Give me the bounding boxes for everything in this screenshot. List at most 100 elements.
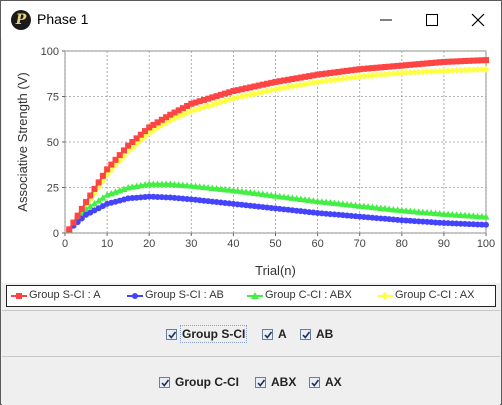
point-marker xyxy=(470,57,477,64)
point-marker xyxy=(267,191,275,199)
point-marker xyxy=(272,192,279,199)
point-marker xyxy=(192,99,199,106)
point-marker xyxy=(116,152,123,159)
point-marker xyxy=(310,72,317,79)
point-marker xyxy=(192,182,200,190)
point-marker xyxy=(398,62,405,69)
chart-legend: Group S-CI : A Group S-CI : AB Group C-C… xyxy=(6,285,496,307)
point-marker xyxy=(461,66,469,74)
legend-label: Group S-CI : AB xyxy=(145,289,224,301)
point-marker xyxy=(377,204,385,211)
group-c-ci-panel: Group C-CI ABX AX xyxy=(2,356,500,405)
triangle-marker-icon xyxy=(247,292,263,299)
point-marker xyxy=(251,83,258,90)
point-marker xyxy=(407,61,414,68)
point-marker xyxy=(394,62,401,69)
point-marker xyxy=(242,92,250,100)
point-marker xyxy=(368,203,376,211)
point-marker xyxy=(83,199,90,206)
point-marker xyxy=(457,58,464,65)
point-marker xyxy=(78,205,85,212)
x-tick-label: 60 xyxy=(311,238,323,250)
point-marker xyxy=(356,72,364,80)
point-marker xyxy=(221,97,229,105)
checkbox-checked-icon[interactable] xyxy=(159,377,170,388)
checkbox-label: ABX xyxy=(271,375,297,389)
minimize-button[interactable] xyxy=(363,1,409,39)
point-marker xyxy=(314,197,322,205)
point-marker xyxy=(478,57,485,64)
checkbox-checked-icon[interactable] xyxy=(309,377,320,388)
point-marker xyxy=(238,187,246,195)
point-marker xyxy=(112,156,119,163)
point-marker xyxy=(175,107,182,114)
checkbox-label: Group C-CI xyxy=(175,375,239,389)
point-marker xyxy=(305,79,313,87)
point-marker xyxy=(255,190,263,197)
point-marker xyxy=(208,184,216,191)
window-title: Phase 1 xyxy=(37,11,89,27)
x-tick-label: 30 xyxy=(185,238,197,250)
x-tick-label: 70 xyxy=(354,238,366,250)
point-marker xyxy=(423,68,431,76)
point-marker xyxy=(390,63,397,70)
point-marker xyxy=(104,166,111,173)
associative-strength-chart: 0 10 20 30 40 50 60 70 80 90 100 0 25 50 75 100 Trial(n)… xyxy=(15,46,495,278)
checkbox-checked-icon[interactable] xyxy=(262,329,273,340)
point-marker xyxy=(351,201,359,209)
maximize-icon xyxy=(426,14,438,26)
checkbox-checked-icon[interactable] xyxy=(166,329,177,340)
checkbox-checked-icon[interactable] xyxy=(300,329,311,340)
point-marker xyxy=(364,72,372,80)
legend-label: Group S-CI : A xyxy=(29,289,101,301)
point-marker xyxy=(226,89,233,96)
point-marker xyxy=(410,207,418,215)
point-marker xyxy=(322,198,330,206)
point-marker xyxy=(268,79,275,86)
point-marker xyxy=(129,139,136,145)
point-marker xyxy=(238,86,245,93)
title-bar[interactable]: P Phase 1 xyxy=(1,1,501,39)
point-marker xyxy=(209,94,216,101)
point-marker xyxy=(406,68,414,76)
point-marker xyxy=(453,220,460,227)
point-marker xyxy=(250,189,258,196)
legend-label: Group C-CI : AX xyxy=(395,289,475,301)
close-button[interactable] xyxy=(455,1,501,39)
point-marker xyxy=(461,220,468,227)
point-marker xyxy=(280,193,288,200)
point-marker xyxy=(154,193,161,200)
point-marker xyxy=(213,93,220,100)
checkbox-label: A xyxy=(278,327,287,341)
point-marker xyxy=(394,206,402,213)
point-marker xyxy=(364,203,372,210)
point-marker xyxy=(229,186,237,194)
point-marker xyxy=(326,199,334,206)
point-marker xyxy=(415,208,423,215)
point-marker xyxy=(335,68,342,75)
point-marker xyxy=(381,70,389,78)
checkbox-checked-icon[interactable] xyxy=(255,377,266,388)
point-marker xyxy=(318,198,326,205)
point-marker xyxy=(163,194,170,201)
point-marker xyxy=(318,77,326,85)
point-marker xyxy=(411,61,418,68)
point-marker xyxy=(440,67,448,75)
point-marker xyxy=(146,193,153,200)
point-marker xyxy=(389,205,397,213)
group-s-ci-panel: Group S-CI A AB xyxy=(2,310,500,356)
point-marker xyxy=(305,196,313,204)
point-marker xyxy=(381,64,388,71)
point-marker xyxy=(166,180,174,187)
y-tick-label: 50 xyxy=(47,137,59,149)
point-marker xyxy=(314,71,321,78)
point-marker xyxy=(440,219,447,226)
maximize-button[interactable] xyxy=(409,1,455,39)
point-marker xyxy=(230,88,237,95)
point-marker xyxy=(141,128,148,135)
point-marker xyxy=(128,143,136,151)
point-marker xyxy=(170,180,178,188)
point-marker xyxy=(318,71,325,78)
point-marker xyxy=(167,111,174,118)
y-tick-label: 100 xyxy=(41,46,59,58)
